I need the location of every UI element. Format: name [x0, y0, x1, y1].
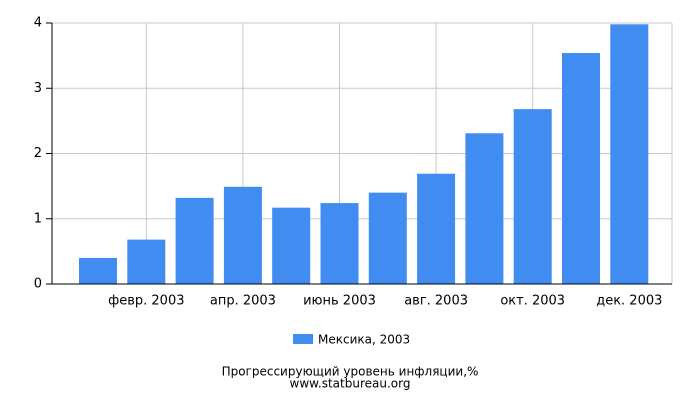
bar — [320, 203, 359, 284]
bar — [417, 173, 456, 284]
y-tick-label: 0 — [34, 277, 42, 292]
bar — [79, 257, 117, 284]
bar — [368, 192, 407, 284]
x-tick-label: июнь 2003 — [303, 294, 376, 309]
y-tick-label: 2 — [34, 146, 42, 161]
legend-label: Мексика, 2003 — [318, 333, 410, 347]
bar — [223, 186, 262, 284]
x-tick-label: окт. 2003 — [500, 294, 565, 309]
source: www.statbureau.org — [290, 377, 411, 391]
chart-title: Прогрессирующий уровень инфляции,% — [222, 365, 479, 379]
bar — [465, 133, 504, 284]
y-tick-label: 1 — [34, 211, 42, 226]
bar — [562, 53, 600, 284]
x-tick-label: дек. 2003 — [596, 294, 662, 309]
x-tick-label: февр. 2003 — [108, 294, 184, 309]
y-tick-label: 4 — [34, 16, 42, 31]
bar — [272, 207, 311, 284]
x-tick-label: авг. 2003 — [404, 294, 468, 309]
legend-swatch — [293, 334, 313, 344]
bar — [175, 197, 214, 284]
y-tick-label: 3 — [34, 81, 42, 96]
bar — [610, 24, 649, 285]
x-tick-label: апр. 2003 — [210, 294, 276, 309]
bar — [127, 239, 166, 284]
bar — [513, 109, 552, 284]
